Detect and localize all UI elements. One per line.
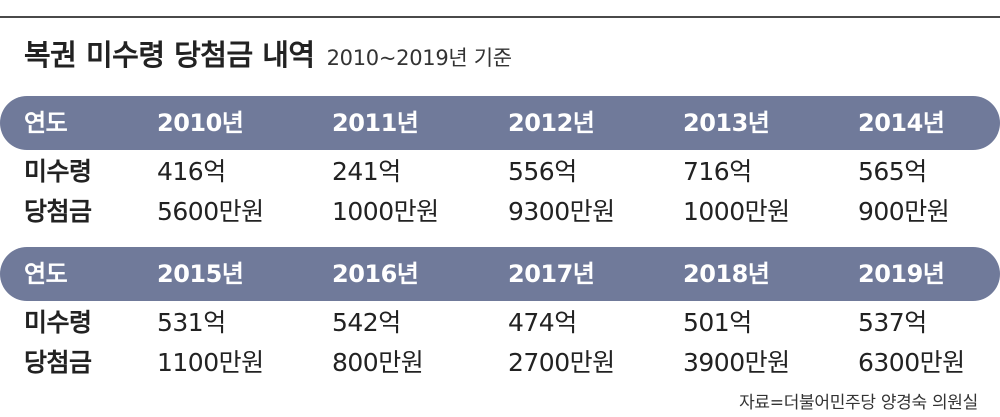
prize-label: 당첨금: [24, 348, 92, 377]
unclaimed-cell: 537억: [858, 308, 927, 337]
year-header-row: 연도 2015년 2016년 2017년 2018년 2019년: [0, 247, 1000, 301]
year-cell: 2017년: [508, 260, 595, 288]
prize-cell: 1000만원: [683, 197, 790, 226]
unclaimed-cell: 565억: [858, 157, 927, 186]
prize-cell: 1100만원: [157, 348, 264, 377]
year-cell: 2015년: [157, 260, 244, 288]
prize-label: 당첨금: [24, 197, 92, 226]
title-main: 복권 미수령 당첨금 내역: [24, 38, 315, 72]
unclaimed-cell: 474억: [508, 308, 577, 337]
year-cell: 2012년: [508, 109, 595, 137]
year-cell: 2013년: [683, 109, 770, 137]
year-cell: 2014년: [858, 109, 945, 137]
title-sub: 2010~2019년 기준: [326, 46, 513, 70]
prize-cell: 2700만원: [508, 348, 615, 377]
year-header-label: 연도: [24, 109, 68, 137]
unclaimed-row: 미수령 531억 542억 474억 501억 537억: [0, 303, 1000, 343]
year-cell: 2010년: [157, 109, 244, 137]
year-cell: 2019년: [858, 260, 945, 288]
unclaimed-cell: 716억: [683, 157, 752, 186]
top-rule: [0, 16, 1000, 18]
year-cell: 2016년: [332, 260, 419, 288]
prize-row: 당첨금 1100만원 800만원 2700만원 3900만원 6300만원: [0, 343, 1000, 383]
year-cell: 2018년: [683, 260, 770, 288]
unclaimed-cell: 416억: [157, 157, 226, 186]
unclaimed-row: 미수령 416억 241억 556억 716억 565억: [0, 152, 1000, 192]
unclaimed-label: 미수령: [24, 157, 92, 186]
unclaimed-cell: 556억: [508, 157, 577, 186]
prize-cell: 3900만원: [683, 348, 790, 377]
prize-cell: 9300만원: [508, 197, 615, 226]
source-note: 자료=더불어민주당 양경숙 의원실: [739, 393, 978, 413]
unclaimed-cell: 542억: [332, 308, 401, 337]
year-header-label: 연도: [24, 260, 68, 288]
table-2010-2014: 연도 2010년 2011년 2012년 2013년 2014년 미수령 416…: [0, 96, 1000, 232]
title: 복권 미수령 당첨금 내역 2010~2019년 기준: [24, 32, 512, 74]
prize-row: 당첨금 5600만원 1000만원 9300만원 1000만원 900만원: [0, 192, 1000, 232]
prize-cell: 1000만원: [332, 197, 439, 226]
year-header-row: 연도 2010년 2011년 2012년 2013년 2014년: [0, 96, 1000, 150]
table-2015-2019: 연도 2015년 2016년 2017년 2018년 2019년 미수령 531…: [0, 247, 1000, 383]
unclaimed-cell: 501억: [683, 308, 752, 337]
year-cell: 2011년: [332, 109, 419, 137]
unclaimed-cell: 241억: [332, 157, 401, 186]
prize-cell: 5600만원: [157, 197, 264, 226]
unclaimed-cell: 531억: [157, 308, 226, 337]
unclaimed-label: 미수령: [24, 308, 92, 337]
prize-cell: 800만원: [332, 348, 424, 377]
prize-cell: 6300만원: [858, 348, 965, 377]
prize-cell: 900만원: [858, 197, 950, 226]
